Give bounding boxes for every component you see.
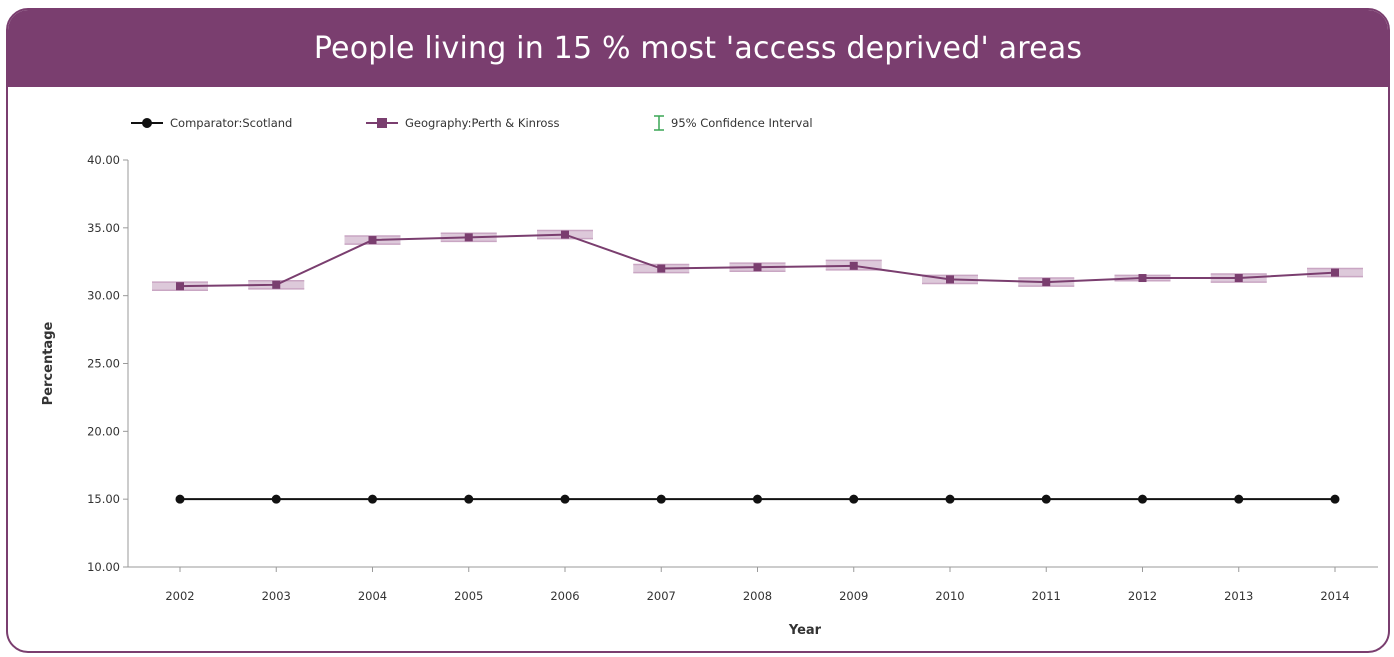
chart-header: People living in 15 % most 'access depri… xyxy=(8,10,1388,87)
x-tick-label: 2007 xyxy=(647,589,676,603)
x-tick-label: 2008 xyxy=(743,589,772,603)
y-tick-label: 25.00 xyxy=(87,357,120,371)
y-axis-title: Percentage xyxy=(41,322,56,406)
chart-heading: People living in 15 % most 'access depri… xyxy=(313,31,1083,66)
legend-circle-marker-icon xyxy=(142,118,152,128)
x-tick-label: 2002 xyxy=(165,589,194,603)
geography-point xyxy=(272,280,281,289)
y-tick-label: 30.00 xyxy=(87,289,120,303)
comparator-point xyxy=(271,494,281,504)
y-tick-label: 20.00 xyxy=(87,424,120,438)
comparator-point xyxy=(1234,494,1244,504)
legend-square-marker-icon xyxy=(377,118,387,128)
x-tick-label: 2003 xyxy=(262,589,291,603)
y-tick-label: 10.00 xyxy=(87,560,120,574)
geography-point xyxy=(946,275,954,284)
geography-point xyxy=(1138,274,1147,283)
y-tick-label: 15.00 xyxy=(87,492,120,506)
geography-point xyxy=(657,264,666,273)
line-chart: 10.00 15.00 20.00 25.00 30.00 35.00 40.00 2002 2… xyxy=(41,115,1378,638)
comparator-point xyxy=(656,494,666,504)
x-tick-label: 2014 xyxy=(1320,589,1349,603)
y-tick-label: 35.00 xyxy=(87,221,120,235)
comparator-point xyxy=(1041,494,1051,504)
legend-geography-label: Geography:Perth & Kinross xyxy=(405,116,559,130)
x-tick-label: 2012 xyxy=(1128,589,1157,603)
comparator-point xyxy=(560,494,570,504)
geography-point xyxy=(1331,268,1339,277)
legend-comparator-label: Comparator:Scotland xyxy=(170,116,292,130)
comparator-point xyxy=(368,494,377,504)
comparator-point xyxy=(753,494,762,504)
x-axis-title: Year xyxy=(788,623,822,638)
geography-point xyxy=(753,263,762,272)
comparator-point xyxy=(849,494,859,504)
chart-card: People living in 15 % most 'access depri… xyxy=(6,8,1390,653)
x-tick-label: 2006 xyxy=(550,589,579,603)
geography-point xyxy=(1234,274,1243,283)
x-tick-label: 2013 xyxy=(1224,589,1253,603)
geography-point xyxy=(368,236,377,245)
y-tick-label: 40.00 xyxy=(87,153,120,167)
x-tick-label: 2011 xyxy=(1032,589,1061,603)
x-tick-label: 2005 xyxy=(454,589,483,603)
geography-point xyxy=(1042,278,1051,287)
geography-point xyxy=(561,230,569,239)
x-tick-label: 2004 xyxy=(358,589,387,603)
comparator-point xyxy=(175,494,185,504)
legend-ci-label: 95% Confidence Interval xyxy=(671,116,813,130)
comparator-point xyxy=(1138,494,1147,504)
comparator-point xyxy=(945,494,955,504)
comparator-point xyxy=(464,494,474,504)
comparator-point xyxy=(1330,494,1340,504)
geography-point xyxy=(849,261,858,270)
x-tick-label: 2010 xyxy=(935,589,964,603)
x-tick-label: 2009 xyxy=(839,589,868,603)
geography-point xyxy=(464,233,473,242)
geography-point xyxy=(176,282,184,291)
